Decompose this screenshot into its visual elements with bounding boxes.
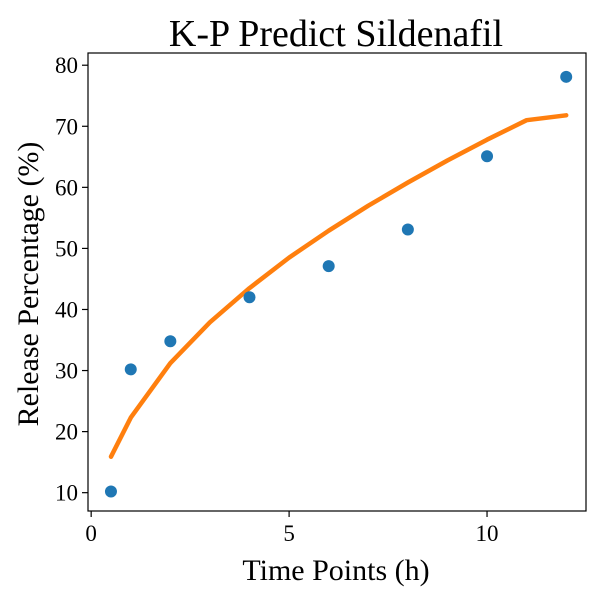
data-point <box>401 223 414 236</box>
x-tick-label: 0 <box>85 521 97 546</box>
plot-area: 0 5 10 10 20 30 40 50 60 70 80 <box>55 52 587 546</box>
y-tick-label: 70 <box>55 114 78 139</box>
plot-frame <box>87 52 587 512</box>
data-point <box>560 70 573 83</box>
fit-curve <box>108 113 569 459</box>
y-tick-label: 20 <box>55 420 78 445</box>
data-point <box>243 291 256 304</box>
data-point <box>164 335 177 348</box>
chart-title: K-P Predict Sildenafil <box>169 13 503 55</box>
data-point <box>322 260 335 273</box>
y-axis-label: Release Percentage (%) <box>12 142 45 427</box>
x-tick-label: 10 <box>476 521 499 546</box>
x-tick-label: 5 <box>283 521 295 546</box>
data-point <box>104 485 117 498</box>
y-tick-label: 40 <box>55 297 78 322</box>
data-point <box>481 150 494 163</box>
y-tick-label: 60 <box>55 175 78 200</box>
y-tick-label: 80 <box>55 53 78 78</box>
y-tick-label: 10 <box>55 481 78 506</box>
y-tick-label: 30 <box>55 359 78 384</box>
data-point <box>124 363 137 376</box>
y-tick-label: 50 <box>55 236 78 261</box>
x-axis-label: Time Points (h) <box>242 554 429 587</box>
